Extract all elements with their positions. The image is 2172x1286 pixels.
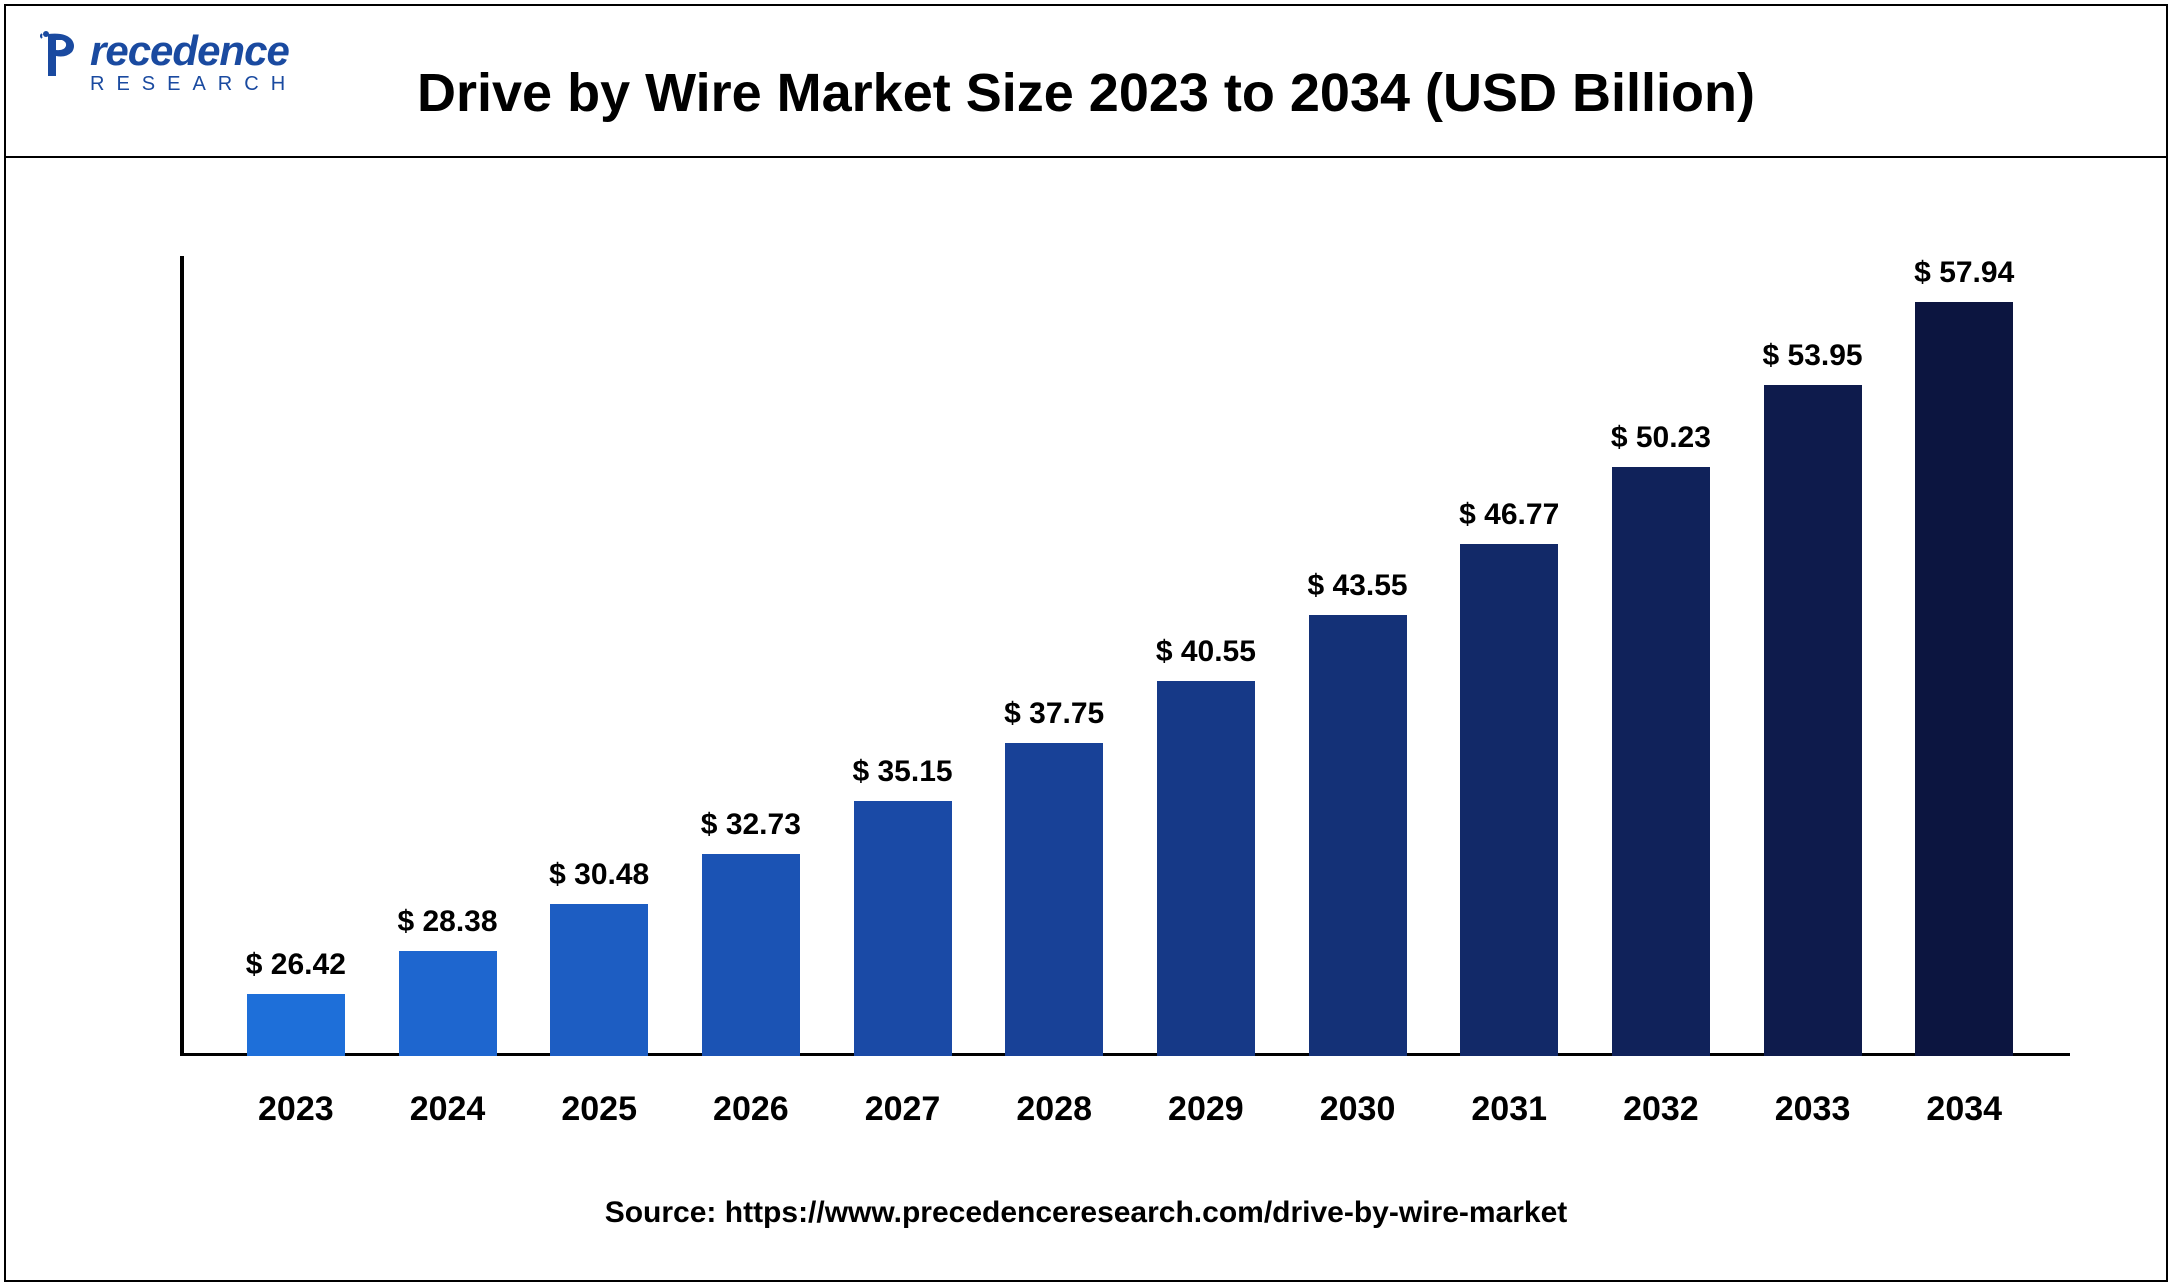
bar-slot: $ 57.94 xyxy=(1888,256,2040,1056)
bar-slot: $ 30.48 xyxy=(523,256,675,1056)
x-tick-label: 2026 xyxy=(675,1090,827,1129)
bar-value-label: $ 53.95 xyxy=(1763,339,1863,373)
bar-slot: $ 43.55 xyxy=(1282,256,1434,1056)
source-citation: Source: https://www.precedenceresearch.c… xyxy=(0,1196,2172,1230)
chart-plot-area: $ 26.42 $ 28.38 $ 30.48 $ 32.73 $ 35.15 $ 37.… xyxy=(180,256,2060,1056)
bar-slot: $ 40.55 xyxy=(1130,256,1282,1056)
bar-value-label: $ 30.48 xyxy=(549,858,649,892)
bar-value-label: $ 35.15 xyxy=(852,755,952,789)
bar-value-label: $ 28.38 xyxy=(397,905,497,939)
x-tick-label: 2034 xyxy=(1888,1090,2040,1129)
x-tick-label: 2023 xyxy=(220,1090,372,1129)
bar-slot: $ 26.42 xyxy=(220,256,372,1056)
x-tick-label: 2025 xyxy=(523,1090,675,1129)
bar-value-label: $ 57.94 xyxy=(1914,256,2014,290)
x-tick-label: 2031 xyxy=(1433,1090,1585,1129)
bar-rect xyxy=(1915,302,2013,1056)
x-tick-label: 2027 xyxy=(827,1090,979,1129)
chart-title: Drive by Wire Market Size 2023 to 2034 (… xyxy=(0,62,2172,124)
bar-rect xyxy=(1005,743,1103,1056)
bar-slot: $ 46.77 xyxy=(1433,256,1585,1056)
bar-rect xyxy=(550,904,648,1056)
x-tick-label: 2029 xyxy=(1130,1090,1282,1129)
bars-container: $ 26.42 $ 28.38 $ 30.48 $ 32.73 $ 35.15 $ 37.… xyxy=(180,256,2060,1056)
x-tick-label: 2030 xyxy=(1282,1090,1434,1129)
bar-value-label: $ 37.75 xyxy=(1004,697,1104,731)
x-tick-label: 2033 xyxy=(1737,1090,1889,1129)
bar-slot: $ 32.73 xyxy=(675,256,827,1056)
bar-rect xyxy=(702,854,800,1056)
bar-rect xyxy=(1612,467,1710,1056)
bar-value-label: $ 46.77 xyxy=(1459,498,1559,532)
bar-slot: $ 35.15 xyxy=(827,256,979,1056)
bar-rect xyxy=(1309,615,1407,1056)
x-axis-ticks: 2023202420252026202720282029203020312032… xyxy=(180,1090,2060,1129)
bar-rect xyxy=(1157,681,1255,1056)
bar-value-label: $ 26.42 xyxy=(246,948,346,982)
x-tick-label: 2028 xyxy=(978,1090,1130,1129)
bar-rect xyxy=(1764,385,1862,1056)
bar-rect xyxy=(247,994,345,1056)
bar-slot: $ 37.75 xyxy=(978,256,1130,1056)
bar-value-label: $ 43.55 xyxy=(1307,569,1407,603)
bar-rect xyxy=(1460,544,1558,1056)
bar-value-label: $ 40.55 xyxy=(1156,635,1256,669)
bar-slot: $ 28.38 xyxy=(372,256,524,1056)
bar-rect xyxy=(854,801,952,1056)
bar-rect xyxy=(399,951,497,1056)
x-tick-label: 2024 xyxy=(372,1090,524,1129)
bar-value-label: $ 50.23 xyxy=(1611,421,1711,455)
x-tick-label: 2032 xyxy=(1585,1090,1737,1129)
bar-slot: $ 53.95 xyxy=(1737,256,1889,1056)
bar-slot: $ 50.23 xyxy=(1585,256,1737,1056)
bar-value-label: $ 32.73 xyxy=(701,808,801,842)
